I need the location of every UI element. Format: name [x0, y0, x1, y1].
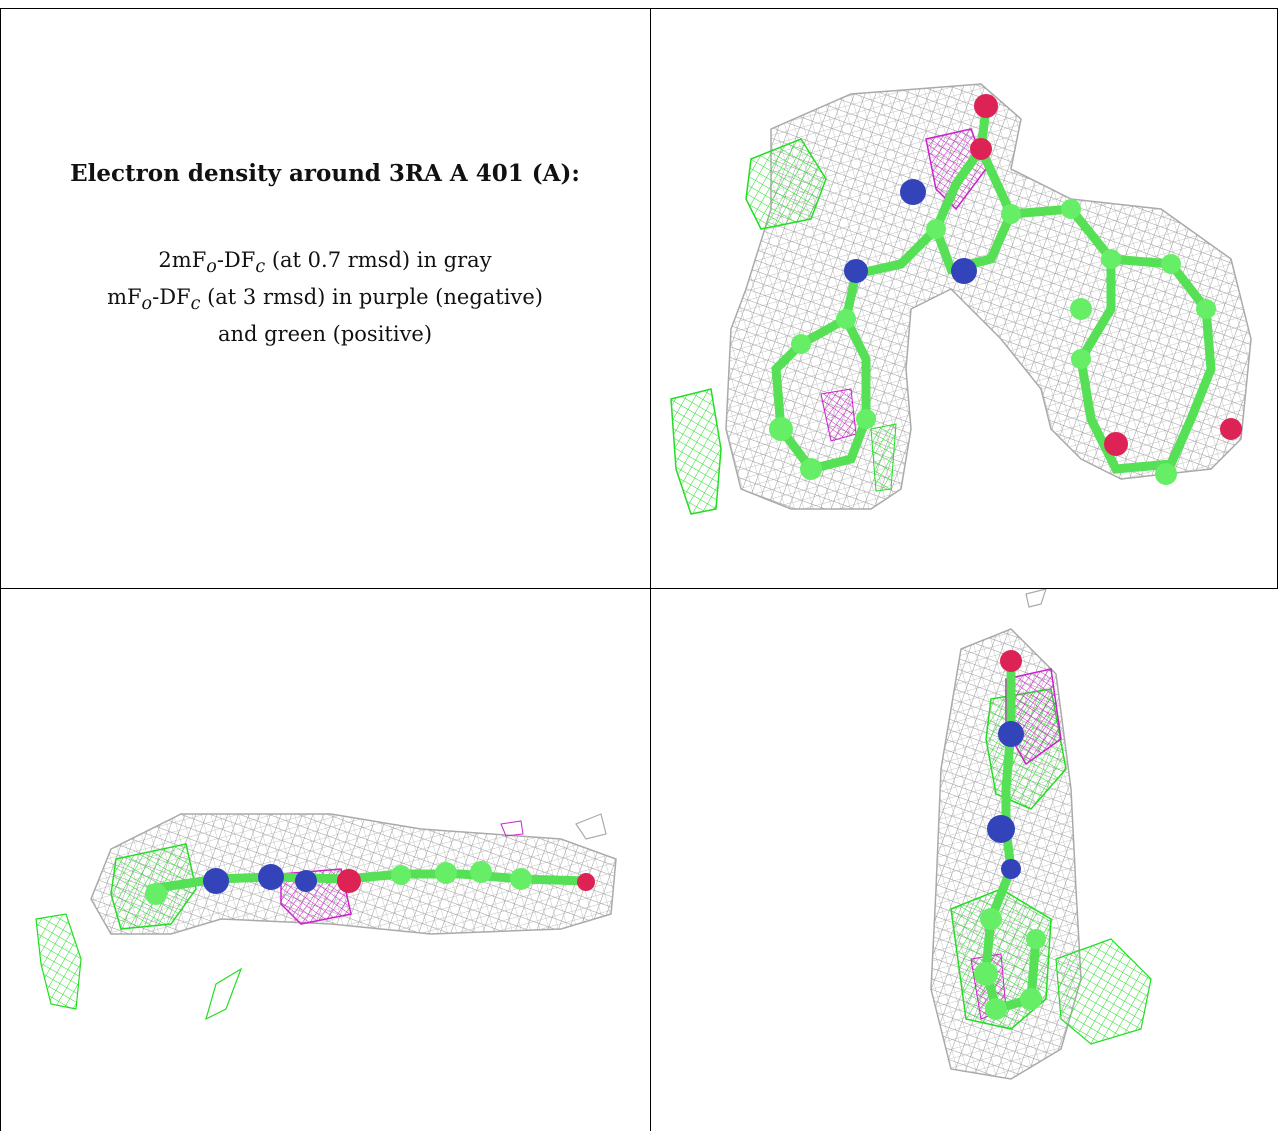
map1-legend: 2mFo-DFc (at 0.7 rmsd) in gray [158, 248, 492, 278]
view-bottom-left [1, 589, 650, 1131]
ligand-atoms [769, 94, 1242, 485]
left-border [0, 8, 1, 1131]
view-top-right [651, 9, 1277, 588]
figure-title: Electron density around 3RA A 401 (A): [70, 160, 580, 187]
positive-density-green [35, 843, 243, 1021]
gray-density-mesh [725, 83, 1252, 510]
ligand-atoms [145, 861, 595, 905]
middle-divider [0, 588, 1278, 589]
view-bottom-right [651, 589, 1277, 1131]
map2-legend-cont: and green (positive) [217, 322, 433, 347]
positive-density-green [670, 138, 897, 515]
top-border [0, 8, 1278, 9]
map2-legend: mFo-DFc (at 3 rmsd) in purple (negative) [107, 285, 543, 315]
center-divider [650, 8, 651, 1131]
ligand-bonds [981, 654, 1041, 1015]
ligand-atoms [974, 650, 1046, 1020]
caption-cell: Electron density around 3RA A 401 (A): 2… [10, 160, 640, 349]
